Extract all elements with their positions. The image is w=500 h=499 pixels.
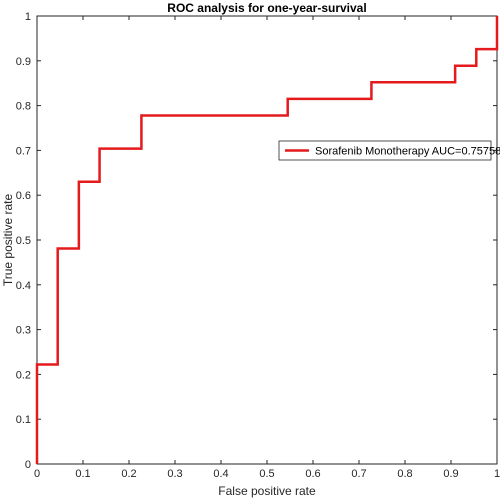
x-tick-label: 0.6 [305, 468, 320, 480]
y-tick-label: 0.4 [16, 280, 31, 292]
series-layer [35, 16, 499, 464]
x-tick-label: 0.4 [213, 468, 228, 480]
x-tick-label: 0.5 [259, 468, 274, 480]
x-tick-label: 0.7 [351, 468, 366, 480]
y-tick-label: 0.8 [16, 101, 31, 113]
x-tick-label: 0 [34, 468, 40, 480]
chart-title: ROC analysis for one-year-survival [167, 1, 366, 15]
legend: Sorafenib Monotherapy AUC=0.75758 [278, 140, 500, 161]
y-tick-label: 0.2 [16, 369, 31, 381]
x-tick-label: 0.9 [443, 468, 458, 480]
y-tick-label: 0.7 [16, 145, 31, 157]
y-tick-label: 1 [25, 11, 31, 23]
x-axis-label: False positive rate [218, 484, 316, 498]
x-tick-label: 0.3 [167, 468, 182, 480]
y-tick-label: 0.9 [16, 56, 31, 68]
y-tick-label: 0.6 [16, 190, 31, 202]
x-axis-ticks: 0 0.1 0.2 0.3 0.4 0.5 0.6 0.7 0.8 0.9 1 [34, 16, 500, 480]
y-axis-ticks: 0 0.1 0.2 0.3 0.4 0.5 0.6 0.7 0.8 0.9 1 [16, 11, 497, 471]
legend-box [278, 140, 492, 161]
y-tick-label: 0.3 [16, 325, 31, 337]
x-tick-label: 1 [494, 468, 500, 480]
y-tick-label: 0.5 [16, 235, 31, 247]
roc-curve-line [35, 16, 499, 464]
x-tick-label: 0.2 [121, 468, 136, 480]
x-tick-label: 0.8 [397, 468, 412, 480]
y-axis-label: True positive rate [1, 194, 15, 287]
y-tick-label: 0 [25, 459, 31, 471]
legend-entry: Sorafenib Monotherapy AUC=0.75758 [315, 146, 500, 158]
y-tick-label: 0.1 [16, 414, 31, 426]
x-tick-label: 0.1 [75, 468, 90, 480]
